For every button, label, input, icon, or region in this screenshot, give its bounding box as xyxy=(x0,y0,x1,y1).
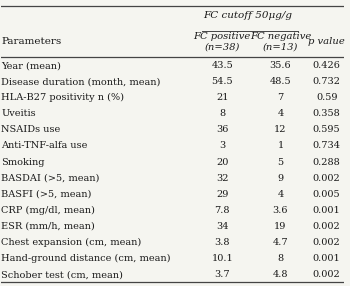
Text: 10.1: 10.1 xyxy=(211,254,233,263)
Text: 0.005: 0.005 xyxy=(313,190,341,199)
Text: 0.002: 0.002 xyxy=(313,174,341,183)
Text: 0.734: 0.734 xyxy=(313,142,341,150)
Text: HLA-B27 positivity n (%): HLA-B27 positivity n (%) xyxy=(1,93,124,102)
Text: 32: 32 xyxy=(216,174,229,183)
Text: 0.001: 0.001 xyxy=(313,254,341,263)
Text: 5: 5 xyxy=(278,158,284,166)
Text: 0.001: 0.001 xyxy=(313,206,341,215)
Text: Chest expansion (cm, mean): Chest expansion (cm, mean) xyxy=(1,238,142,247)
Text: 0.595: 0.595 xyxy=(313,125,341,134)
Text: 7.8: 7.8 xyxy=(215,206,230,215)
Text: 0.358: 0.358 xyxy=(313,109,341,118)
Text: FC cutoff 50μg/g: FC cutoff 50μg/g xyxy=(203,11,292,20)
Text: Smoking: Smoking xyxy=(1,158,45,166)
Text: 1: 1 xyxy=(277,142,284,150)
Text: Hand-ground distance (cm, mean): Hand-ground distance (cm, mean) xyxy=(1,254,171,263)
Text: 0.59: 0.59 xyxy=(316,93,337,102)
Text: p value: p value xyxy=(308,37,345,46)
Text: 4: 4 xyxy=(277,109,284,118)
Text: 36: 36 xyxy=(216,125,229,134)
Text: 43.5: 43.5 xyxy=(211,61,233,70)
Text: 8: 8 xyxy=(219,109,225,118)
Text: BASDAI (>5, mean): BASDAI (>5, mean) xyxy=(1,174,100,183)
Text: 3.6: 3.6 xyxy=(273,206,288,215)
Text: 0.426: 0.426 xyxy=(313,61,341,70)
Text: Disease duration (month, mean): Disease duration (month, mean) xyxy=(1,77,161,86)
Text: 54.5: 54.5 xyxy=(211,77,233,86)
Text: Anti-TNF-alfa use: Anti-TNF-alfa use xyxy=(1,142,88,150)
Text: BASFI (>5, mean): BASFI (>5, mean) xyxy=(1,190,92,199)
Text: 12: 12 xyxy=(274,125,287,134)
Text: 35.6: 35.6 xyxy=(270,61,291,70)
Text: Year (mean): Year (mean) xyxy=(1,61,61,70)
Text: (n=13): (n=13) xyxy=(263,42,298,51)
Text: 0.002: 0.002 xyxy=(313,238,341,247)
Text: FC positive: FC positive xyxy=(194,32,251,41)
Text: NSAIDs use: NSAIDs use xyxy=(1,125,61,134)
Text: CRP (mg/dl, mean): CRP (mg/dl, mean) xyxy=(1,206,95,215)
Text: 9: 9 xyxy=(278,174,284,183)
Text: (n=38): (n=38) xyxy=(204,42,240,51)
Text: 4.8: 4.8 xyxy=(273,270,288,279)
Text: Parameters: Parameters xyxy=(1,37,62,46)
Text: Schober test (cm, mean): Schober test (cm, mean) xyxy=(1,270,123,279)
Text: 21: 21 xyxy=(216,93,229,102)
Text: 0.288: 0.288 xyxy=(313,158,341,166)
Text: 4.7: 4.7 xyxy=(273,238,288,247)
Text: Uveitis: Uveitis xyxy=(1,109,36,118)
Text: 3.7: 3.7 xyxy=(215,270,230,279)
Text: 20: 20 xyxy=(216,158,229,166)
Text: 0.732: 0.732 xyxy=(313,77,341,86)
Text: 29: 29 xyxy=(216,190,229,199)
Text: 19: 19 xyxy=(274,222,287,231)
Text: 8: 8 xyxy=(278,254,284,263)
Text: 34: 34 xyxy=(216,222,229,231)
Text: 4: 4 xyxy=(277,190,284,199)
Text: 7: 7 xyxy=(277,93,284,102)
Text: 3.8: 3.8 xyxy=(215,238,230,247)
Text: FC negative: FC negative xyxy=(250,32,311,41)
Text: 0.002: 0.002 xyxy=(313,270,341,279)
Text: 48.5: 48.5 xyxy=(270,77,291,86)
Text: ESR (mm/h, mean): ESR (mm/h, mean) xyxy=(1,222,95,231)
Text: 3: 3 xyxy=(219,142,225,150)
Text: 0.002: 0.002 xyxy=(313,222,341,231)
